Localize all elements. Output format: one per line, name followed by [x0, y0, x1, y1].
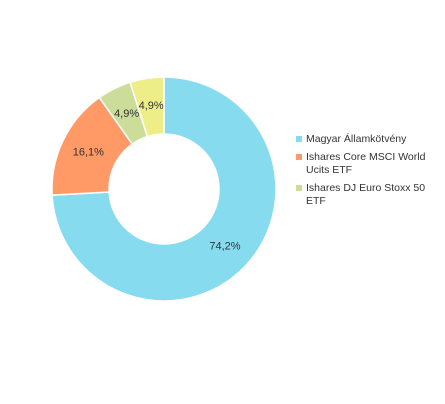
- legend-item-ishares-core-msci-world: Ishares Core MSCI World Ucits ETF: [296, 151, 444, 177]
- legend-swatch-magyar-allamkotveny: [296, 136, 302, 142]
- legend-swatch-ishares-core-msci-world: [296, 154, 302, 160]
- legend-item-magyar-allamkotveny: Magyar Államkötvény: [296, 133, 444, 146]
- slice-magyar-allamkotveny: [51, 76, 277, 302]
- data-label-ishares-dj-euro-stoxx-50-etf: 4,9%: [114, 108, 139, 120]
- legend: Magyar Államkötvény Ishares Core MSCI Wo…: [296, 133, 444, 213]
- legend-swatch-ishares-dj-euro-stoxx: [296, 185, 302, 191]
- legend-label-magyar-allamkotveny: Magyar Államkötvény: [306, 133, 407, 145]
- data-label-slice-4: 4,9%: [139, 100, 164, 112]
- slice-slice-4: [129, 76, 165, 138]
- data-label-magyar-allamkotveny: 74,2%: [209, 241, 240, 253]
- legend-label-ishares-core-msci-world: Ishares Core MSCI World Ucits ETF: [306, 151, 426, 176]
- data-label-ishares-core-msci-world-ucits-etf: 16,1%: [73, 146, 104, 158]
- legend-item-ishares-dj-euro-stoxx: Ishares DJ Euro Stoxx 50 ETF: [296, 182, 444, 208]
- legend-label-ishares-dj-euro-stoxx: Ishares DJ Euro Stoxx 50 ETF: [306, 182, 426, 207]
